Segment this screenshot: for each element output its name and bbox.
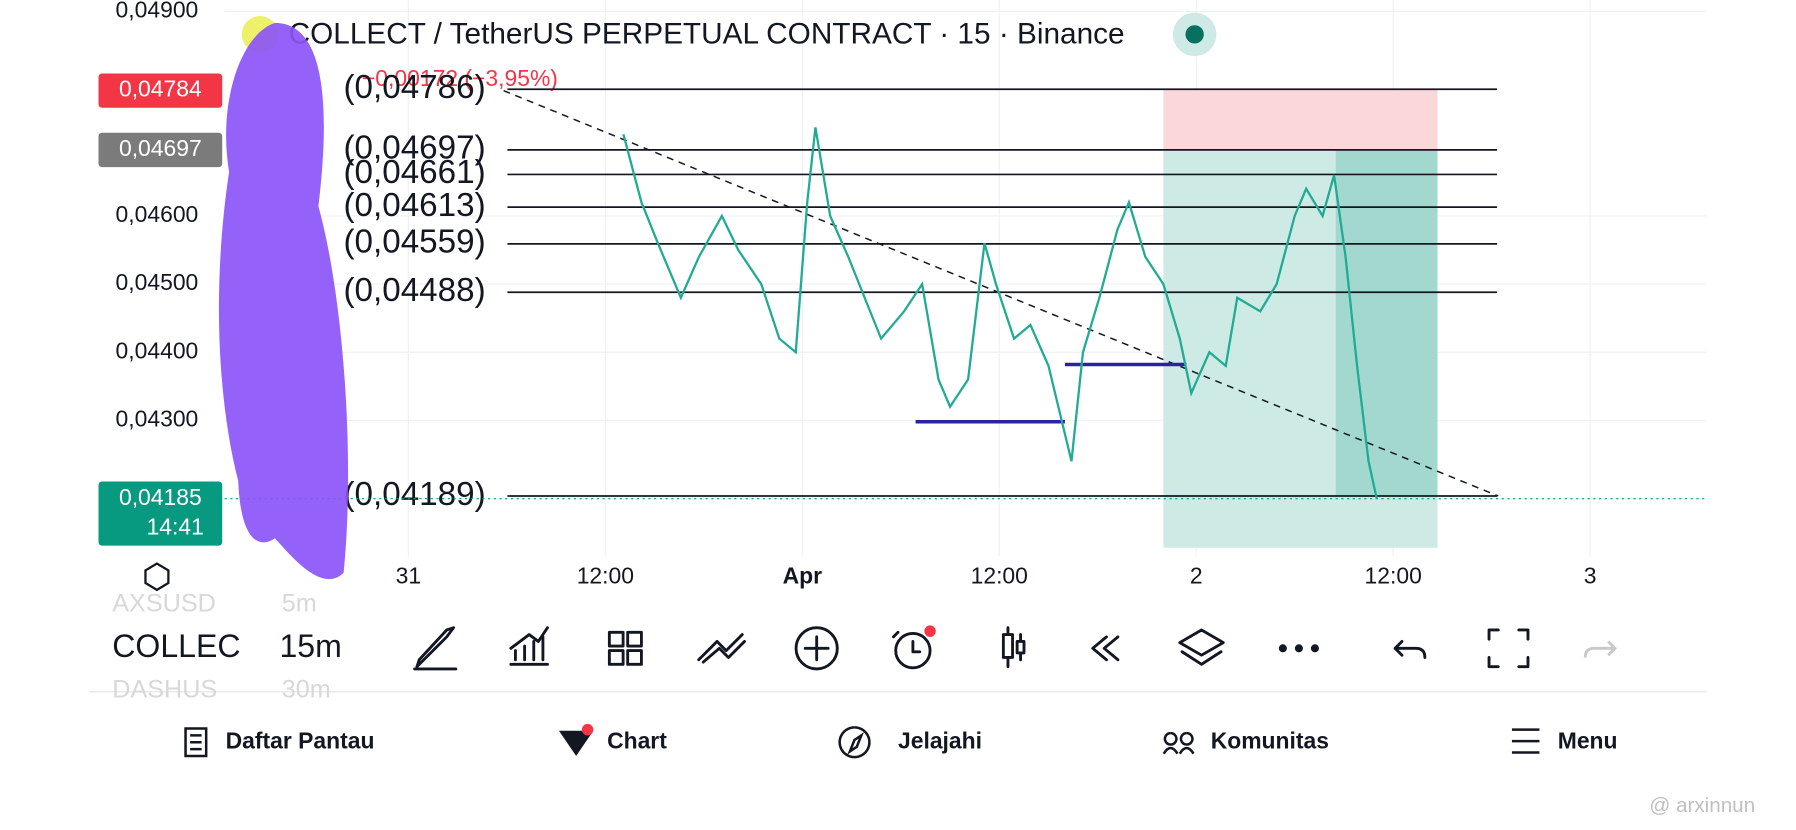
nav-community[interactable]: Komunitas [1211, 727, 1329, 753]
x-tick-label: 2 [1190, 562, 1203, 588]
chart-title: COLLECT / TetherUS PERPETUAL CONTRACT · … [289, 17, 1125, 50]
community-icon [1162, 731, 1195, 755]
redo-button[interactable] [1583, 640, 1618, 658]
layout-button[interactable] [607, 630, 643, 666]
scribble-overlay [218, 22, 349, 580]
level-label: (0,04559) [344, 224, 486, 261]
nav-explore[interactable]: Jelajahi [898, 727, 982, 753]
interval-picker[interactable]: 15m [279, 628, 341, 664]
price-change: −0,00172 (−3,95%) [362, 65, 558, 91]
undo-button[interactable] [1393, 640, 1427, 659]
faded-symbol: AXSUSD [112, 589, 216, 617]
level-label: (0,04661) [344, 154, 486, 191]
nav-watchlist[interactable]: Daftar Pantau [226, 727, 375, 753]
watchlist-icon [184, 727, 208, 758]
more-button[interactable] [1278, 644, 1319, 653]
alert-icon [891, 630, 922, 654]
level-label: (0,04613) [344, 187, 486, 224]
replay-button[interactable] [1091, 635, 1120, 662]
trend-line [503, 89, 1499, 497]
fullscreen-button[interactable] [1487, 628, 1530, 669]
level-label: (0,04189) [344, 476, 486, 513]
x-tick-label: 31 [396, 562, 421, 588]
stop-zone [1163, 89, 1438, 150]
level-label: (0,04697) [344, 130, 486, 167]
menu-icon [1511, 728, 1540, 754]
nav-chart[interactable]: Chart [607, 727, 667, 753]
settings-icon [144, 562, 170, 592]
draw-tool[interactable] [413, 626, 458, 671]
faded-symbol: DASHUS [112, 675, 217, 703]
nav-menu[interactable]: Menu [1558, 727, 1618, 753]
y-tick-label: 0,04500 [116, 269, 199, 295]
alert-button[interactable] [894, 631, 932, 670]
chart-icon [558, 730, 594, 756]
alert-badge [924, 625, 936, 637]
x-tick-label: 3 [1584, 562, 1597, 588]
y-tick-label: 0,04600 [116, 201, 199, 227]
price-badge-label: 0,04784 [119, 76, 202, 102]
patterns-button[interactable] [697, 633, 746, 664]
add-button[interactable] [794, 626, 839, 671]
price-badge-label: 0,04185 [119, 484, 202, 510]
layers-button[interactable] [1178, 628, 1225, 666]
price-badge [98, 73, 223, 108]
x-tick-label: 12:00 [971, 562, 1028, 588]
y-tick-label: 0,04400 [116, 337, 199, 363]
x-tick-label: 12:00 [1365, 562, 1422, 588]
price-badge [98, 481, 223, 546]
price-badge-label: 0,04697 [119, 135, 202, 161]
x-tick-label: 12:00 [577, 562, 634, 588]
price-badge [98, 132, 223, 168]
level-label: (0,04488) [344, 272, 486, 309]
candle-type-button[interactable] [1001, 626, 1026, 669]
symbol-picker[interactable]: COLLEC [112, 628, 240, 664]
countdown-label: 14:41 [147, 514, 204, 540]
profit-zone [1335, 149, 1438, 496]
x-tick-label: Apr [783, 562, 823, 588]
price-line [622, 127, 1378, 499]
status-dot [1185, 25, 1204, 44]
faded-interval: 30m [282, 675, 331, 703]
indicators-button[interactable] [509, 626, 549, 666]
add-icon [803, 635, 830, 662]
explore-icon [838, 726, 871, 759]
y-tick-label: 0,04900 [116, 0, 199, 23]
chart-badge [581, 723, 594, 736]
level-label: (0,04786) [344, 69, 486, 106]
y-tick-label: 0,04300 [116, 405, 199, 431]
faded-interval: 5m [282, 589, 317, 617]
watermark: @ arxinnun [1649, 794, 1755, 817]
